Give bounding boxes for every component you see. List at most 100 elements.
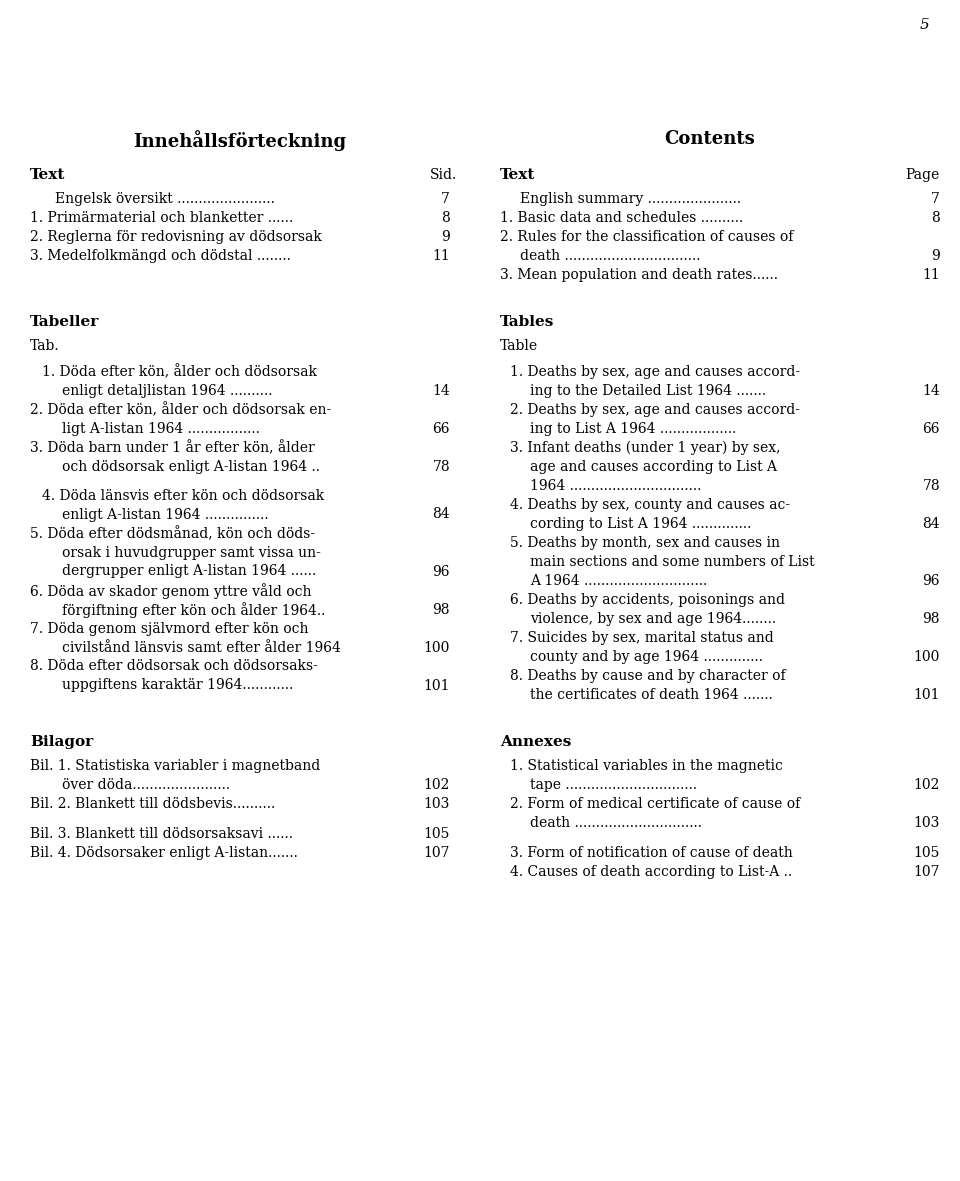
Text: 3. Form of notification of cause of death: 3. Form of notification of cause of deat… xyxy=(510,847,793,861)
Text: Bil. 2. Blankett till dödsbevis..........: Bil. 2. Blankett till dödsbevis.........… xyxy=(30,797,276,811)
Text: 2. Rules for the classification of causes of: 2. Rules for the classification of cause… xyxy=(500,230,793,244)
Text: 2. Döda efter kön, ålder och dödsorsak en-: 2. Döda efter kön, ålder och dödsorsak e… xyxy=(30,403,331,418)
Text: 101: 101 xyxy=(914,689,940,702)
Text: 8: 8 xyxy=(442,211,450,226)
Text: the certificates of death 1964 .......: the certificates of death 1964 ....... xyxy=(530,689,773,702)
Text: 8: 8 xyxy=(931,211,940,226)
Text: 5. Döda efter dödsmånad, kön och döds-: 5. Döda efter dödsmånad, kön och döds- xyxy=(30,527,315,541)
Text: ing to List A 1964 ..................: ing to List A 1964 .................. xyxy=(530,422,736,436)
Text: 1964 ...............................: 1964 ............................... xyxy=(530,479,702,492)
Text: 2. Deaths by sex, age and causes accord-: 2. Deaths by sex, age and causes accord- xyxy=(510,403,800,417)
Text: 6. Deaths by accidents, poisonings and: 6. Deaths by accidents, poisonings and xyxy=(510,593,785,607)
Text: Text: Text xyxy=(30,168,65,182)
Text: 3. Medelfolkmängd och dödstal ........: 3. Medelfolkmängd och dödstal ........ xyxy=(30,249,291,263)
Text: violence, by sex and age 1964........: violence, by sex and age 1964........ xyxy=(530,612,776,626)
Text: Table: Table xyxy=(500,339,539,353)
Text: 4. Deaths by sex, county and causes ac-: 4. Deaths by sex, county and causes ac- xyxy=(510,498,790,513)
Text: 3. Mean population and death rates......: 3. Mean population and death rates...... xyxy=(500,268,778,282)
Text: death ................................: death ................................ xyxy=(520,249,701,263)
Text: 6. Döda av skador genom yttre våld och: 6. Döda av skador genom yttre våld och xyxy=(30,583,311,600)
Text: Tab.: Tab. xyxy=(30,339,60,353)
Text: English summary ......................: English summary ...................... xyxy=(520,193,741,205)
Text: 103: 103 xyxy=(914,816,940,830)
Text: ing to the Detailed List 1964 .......: ing to the Detailed List 1964 ....... xyxy=(530,384,766,398)
Text: 107: 107 xyxy=(423,847,450,861)
Text: 7: 7 xyxy=(931,193,940,205)
Text: 1. Basic data and schedules ..........: 1. Basic data and schedules .......... xyxy=(500,211,743,226)
Text: 5: 5 xyxy=(920,18,929,32)
Text: 78: 78 xyxy=(923,479,940,492)
Text: 8. Deaths by cause and by character of: 8. Deaths by cause and by character of xyxy=(510,668,785,683)
Text: 84: 84 xyxy=(923,517,940,531)
Text: 4. Döda länsvis efter kön och dödsorsak: 4. Döda länsvis efter kön och dödsorsak xyxy=(42,489,324,502)
Text: Tabeller: Tabeller xyxy=(30,315,99,329)
Text: 1. Deaths by sex, age and causes accord-: 1. Deaths by sex, age and causes accord- xyxy=(510,365,800,379)
Text: Page: Page xyxy=(905,168,940,182)
Text: 14: 14 xyxy=(432,384,450,398)
Text: över döda.......................: över döda....................... xyxy=(62,778,230,792)
Text: A 1964 .............................: A 1964 ............................. xyxy=(530,574,708,588)
Text: Bilagor: Bilagor xyxy=(30,735,93,749)
Text: 9: 9 xyxy=(931,249,940,263)
Text: uppgiftens karaktär 1964............: uppgiftens karaktär 1964............ xyxy=(62,679,294,692)
Text: förgiftning efter kön och ålder 1964..: förgiftning efter kön och ålder 1964.. xyxy=(62,602,325,619)
Text: 4. Causes of death according to List-A ..: 4. Causes of death according to List-A .… xyxy=(510,866,792,880)
Text: civilstånd länsvis samt efter ålder 1964: civilstånd länsvis samt efter ålder 1964 xyxy=(62,640,341,654)
Text: Bil. 4. Dödsorsaker enligt A-listan.......: Bil. 4. Dödsorsaker enligt A-listan.....… xyxy=(30,847,298,861)
Text: Contents: Contents xyxy=(664,130,756,148)
Text: 96: 96 xyxy=(923,574,940,588)
Text: main sections and some numbers of List: main sections and some numbers of List xyxy=(530,555,815,569)
Text: 1. Statistical variables in the magnetic: 1. Statistical variables in the magnetic xyxy=(510,759,782,774)
Text: 103: 103 xyxy=(423,797,450,811)
Text: dergrupper enligt A-listan 1964 ......: dergrupper enligt A-listan 1964 ...... xyxy=(62,565,316,579)
Text: 102: 102 xyxy=(914,778,940,792)
Text: age and causes according to List A: age and causes according to List A xyxy=(530,461,777,474)
Text: Text: Text xyxy=(500,168,536,182)
Text: Tables: Tables xyxy=(500,315,554,329)
Text: 11: 11 xyxy=(432,249,450,263)
Text: Sid.: Sid. xyxy=(430,168,457,182)
Text: 98: 98 xyxy=(433,602,450,616)
Text: enligt A-listan 1964 ...............: enligt A-listan 1964 ............... xyxy=(62,508,269,522)
Text: 3. Döda barn under 1 år efter kön, ålder: 3. Döda barn under 1 år efter kön, ålder xyxy=(30,441,315,456)
Text: 100: 100 xyxy=(423,640,450,654)
Text: Bil. 3. Blankett till dödsorsaksavi ......: Bil. 3. Blankett till dödsorsaksavi ....… xyxy=(30,828,293,841)
Text: 7. Suicides by sex, marital status and: 7. Suicides by sex, marital status and xyxy=(510,631,774,645)
Text: 7. Döda genom självmord efter kön och: 7. Döda genom självmord efter kön och xyxy=(30,621,308,635)
Text: 11: 11 xyxy=(923,268,940,282)
Text: enligt detaljlistan 1964 ..........: enligt detaljlistan 1964 .......... xyxy=(62,384,273,398)
Text: 66: 66 xyxy=(923,422,940,436)
Text: tape ...............................: tape ............................... xyxy=(530,778,697,792)
Text: cording to List A 1964 ..............: cording to List A 1964 .............. xyxy=(530,517,752,531)
Text: 2. Form of medical certificate of cause of: 2. Form of medical certificate of cause … xyxy=(510,797,801,811)
Text: orsak i huvudgrupper samt vissa un-: orsak i huvudgrupper samt vissa un- xyxy=(62,546,321,560)
Text: 98: 98 xyxy=(923,612,940,626)
Text: ligt A-listan 1964 .................: ligt A-listan 1964 ................. xyxy=(62,422,260,436)
Text: Engelsk översikt .......................: Engelsk översikt ....................... xyxy=(55,193,275,205)
Text: 96: 96 xyxy=(433,565,450,579)
Text: 8. Döda efter dödsorsak och dödsorsaks-: 8. Döda efter dödsorsak och dödsorsaks- xyxy=(30,659,318,673)
Text: 2. Reglerna för redovisning av dödsorsak: 2. Reglerna för redovisning av dödsorsak xyxy=(30,230,322,244)
Text: death ..............................: death .............................. xyxy=(530,816,702,830)
Text: 1. Döda efter kön, ålder och dödsorsak: 1. Döda efter kön, ålder och dödsorsak xyxy=(42,365,317,379)
Text: 105: 105 xyxy=(914,847,940,861)
Text: county and by age 1964 ..............: county and by age 1964 .............. xyxy=(530,650,763,664)
Text: 5. Deaths by month, sex and causes in: 5. Deaths by month, sex and causes in xyxy=(510,536,780,550)
Text: 105: 105 xyxy=(423,828,450,841)
Text: 84: 84 xyxy=(432,508,450,522)
Text: Bil. 1. Statistiska variabler i magnetband: Bil. 1. Statistiska variabler i magnetba… xyxy=(30,759,321,774)
Text: 102: 102 xyxy=(423,778,450,792)
Text: 107: 107 xyxy=(914,866,940,880)
Text: 9: 9 xyxy=(442,230,450,244)
Text: 78: 78 xyxy=(432,461,450,474)
Text: Innehållsförteckning: Innehållsförteckning xyxy=(133,130,347,151)
Text: 1. Primärmaterial och blanketter ......: 1. Primärmaterial och blanketter ...... xyxy=(30,211,293,226)
Text: 100: 100 xyxy=(914,650,940,664)
Text: 101: 101 xyxy=(423,679,450,692)
Text: 7: 7 xyxy=(442,193,450,205)
Text: 14: 14 xyxy=(923,384,940,398)
Text: Annexes: Annexes xyxy=(500,735,571,749)
Text: 66: 66 xyxy=(433,422,450,436)
Text: 3. Infant deaths (under 1 year) by sex,: 3. Infant deaths (under 1 year) by sex, xyxy=(510,441,780,456)
Text: och dödsorsak enligt A-listan 1964 ..: och dödsorsak enligt A-listan 1964 .. xyxy=(62,461,320,474)
